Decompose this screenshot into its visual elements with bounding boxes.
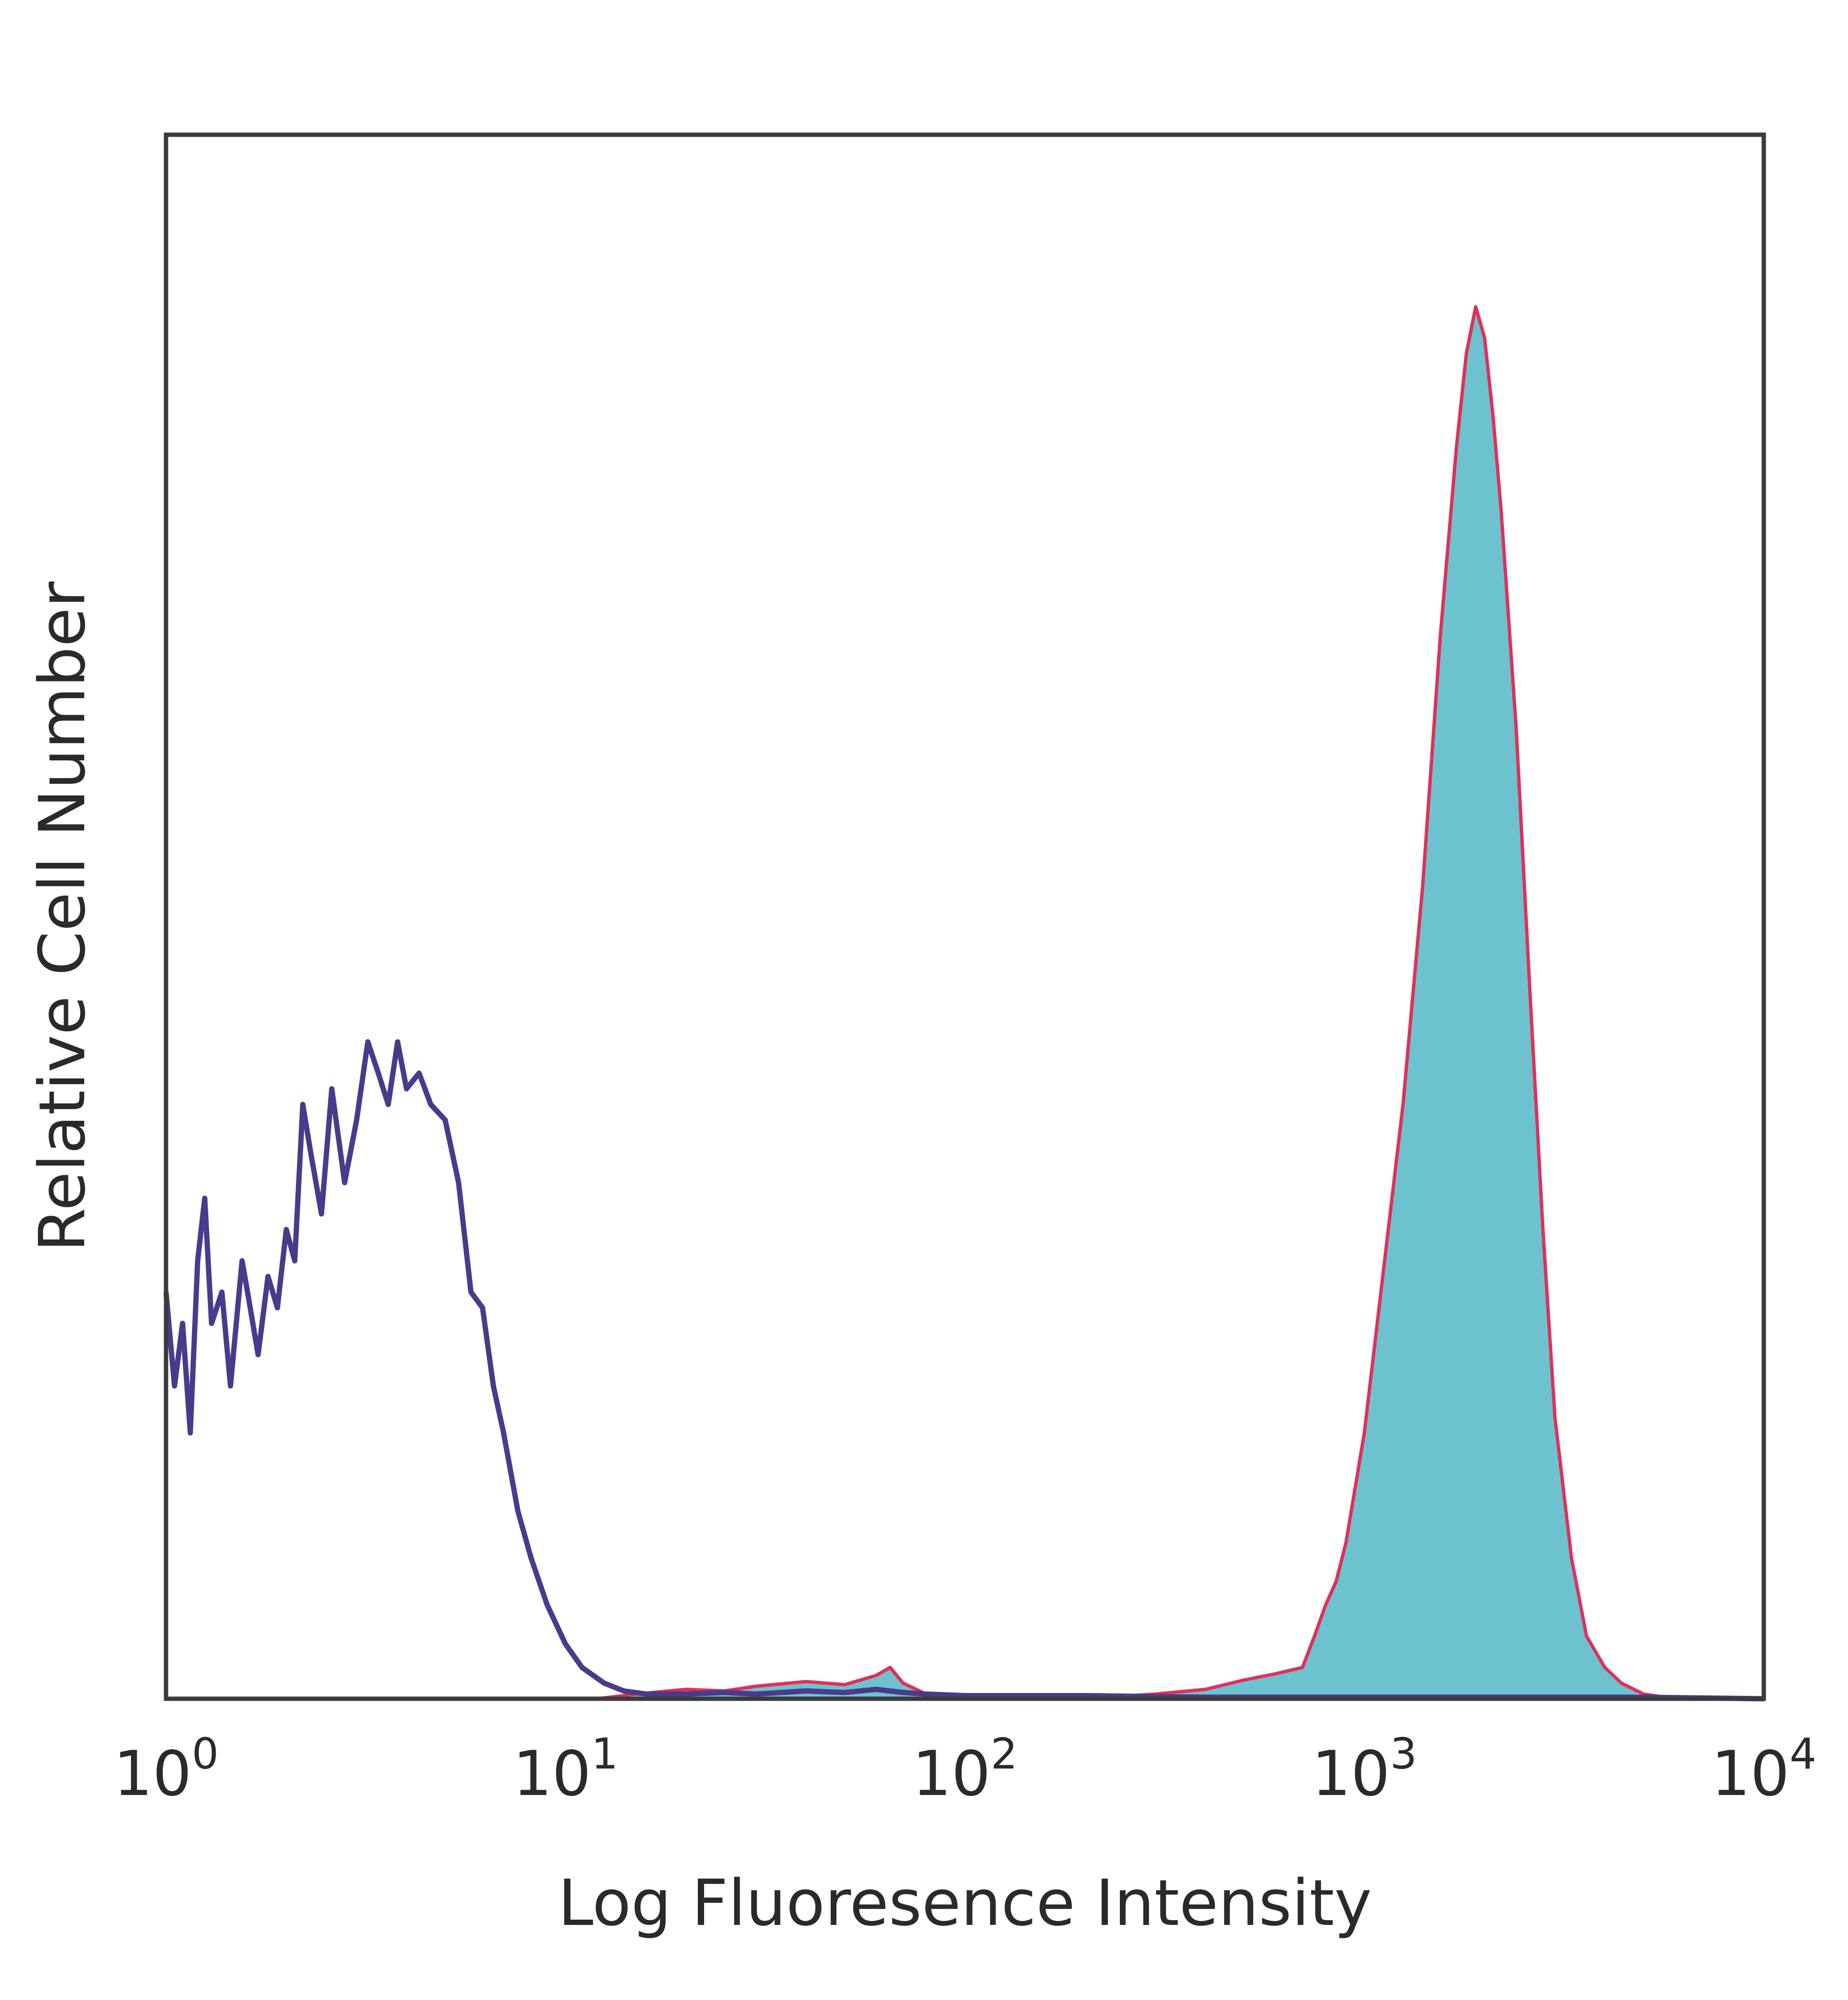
control-histogram-line xyxy=(163,1039,1764,1702)
x-tick-label-3: 103 xyxy=(1312,1729,1417,1810)
x-tick-label-2: 102 xyxy=(912,1729,1018,1810)
stained-histogram-outline xyxy=(166,305,1764,1701)
plot-frame xyxy=(164,132,1766,1701)
stained-histogram-fill xyxy=(166,307,1764,1699)
y-axis-title: Relative Cell Number xyxy=(26,581,100,1252)
x-tick-label-0: 100 xyxy=(114,1729,219,1810)
x-axis-title: Log Fluoresence Intensity xyxy=(558,1866,1372,1940)
x-tick-label-1: 101 xyxy=(513,1729,618,1810)
x-tick-label-4: 104 xyxy=(1711,1729,1817,1810)
